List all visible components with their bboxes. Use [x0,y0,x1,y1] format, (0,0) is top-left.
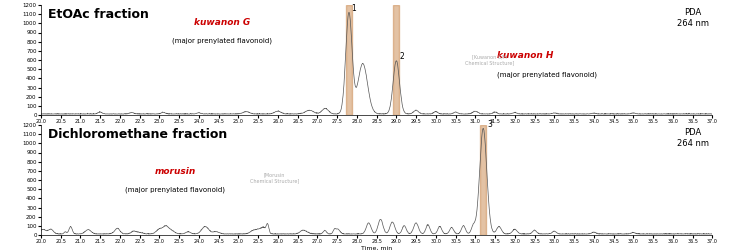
Text: [Kuwanon G/H
Chemical Structure]: [Kuwanon G/H Chemical Structure] [465,54,514,66]
Text: [Morusin
Chemical Structure]: [Morusin Chemical Structure] [250,172,299,183]
Text: 1: 1 [351,4,356,13]
Text: EtOAc fraction: EtOAc fraction [47,8,148,21]
Text: PDA
264 nm: PDA 264 nm [677,128,709,148]
Text: (major prenylated flavonoid): (major prenylated flavonoid) [172,38,272,44]
Text: (major prenylated flavonoid): (major prenylated flavonoid) [125,186,225,193]
Bar [393,5,399,115]
Text: Dichloromethane fraction: Dichloromethane fraction [47,128,227,141]
Bar [480,125,486,235]
Text: 3: 3 [487,120,492,129]
Text: morusin: morusin [154,167,196,176]
X-axis label: Time, min: Time, min [361,246,393,250]
Text: kuwanon G: kuwanon G [194,18,250,27]
Text: (major prenylated flavonoid): (major prenylated flavonoid) [497,71,597,78]
Text: PDA
264 nm: PDA 264 nm [677,8,709,28]
Bar [346,5,352,115]
Text: kuwanon H: kuwanon H [497,51,554,60]
Text: 2: 2 [400,52,404,61]
X-axis label: Time, min: Time, min [361,126,393,130]
